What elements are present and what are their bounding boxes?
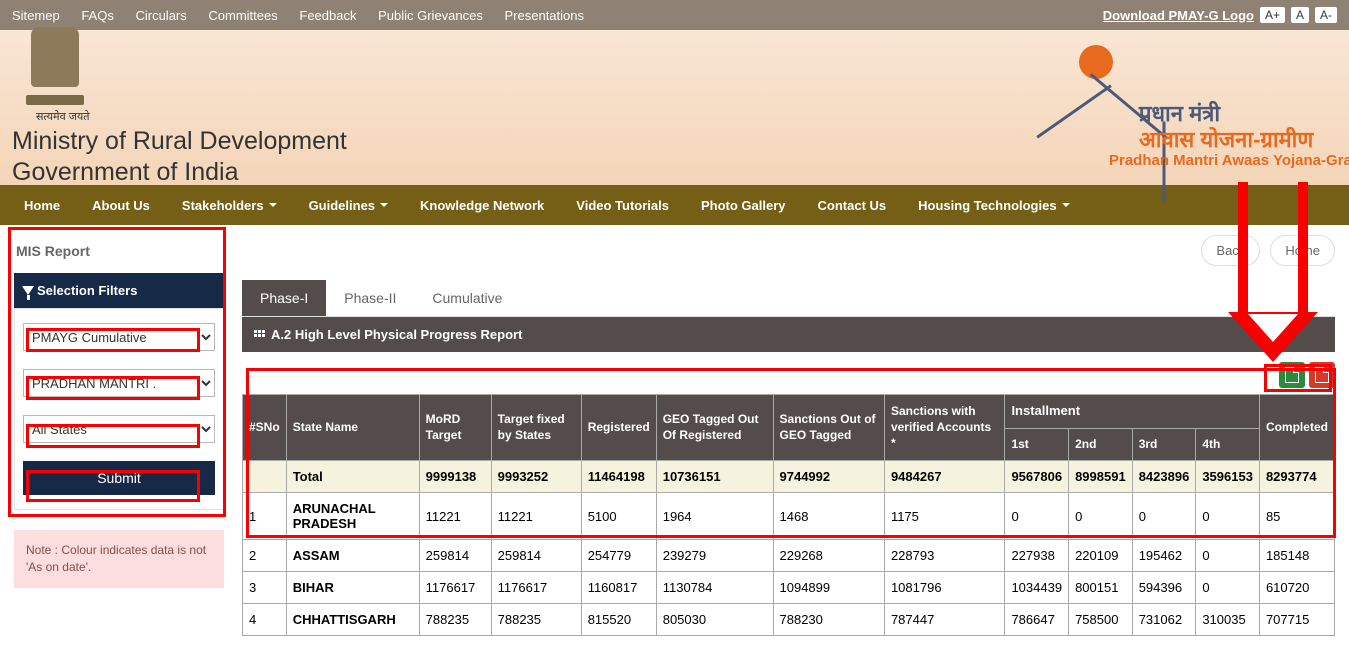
content-area: Back Home Phase-I Phase-II Cumulative A.… (242, 235, 1335, 636)
chevron-down-icon (1062, 203, 1070, 207)
col-header: State Name (286, 395, 419, 461)
nav-item[interactable]: Guidelines (293, 185, 404, 225)
emblem-block: सत्यमेव जयते Ministry of Rural Developme… (12, 27, 347, 189)
tab-phase2[interactable]: Phase-II (326, 280, 414, 316)
topbar-right: Download PMAY-G Logo A+ A A- (1103, 7, 1337, 23)
col-header: Sanctions Out of GEO Tagged (773, 395, 884, 461)
submit-button[interactable]: Submit (23, 461, 215, 495)
back-button[interactable]: Back (1201, 235, 1260, 266)
installment-header: Installment (1005, 395, 1260, 429)
export-pdf-button[interactable] (1309, 362, 1335, 388)
report-header: A.2 High Level Physical Progress Report (242, 317, 1335, 352)
table-icon (254, 330, 265, 339)
font-normal[interactable]: A (1291, 7, 1309, 23)
mis-report-title: MIS Report (14, 235, 224, 273)
col-header: Target fixed by States (491, 395, 581, 461)
color-note: Note : Colour indicates data is not 'As … (14, 530, 224, 588)
col-header: 3rd (1132, 428, 1196, 461)
col-header: MoRD Target (419, 395, 491, 461)
col-header: Completed (1259, 395, 1334, 461)
scheme-select[interactable]: PMAYG Cumulative (23, 323, 215, 351)
top-link[interactable]: Public Grievances (378, 8, 483, 23)
excel-icon (1285, 367, 1299, 383)
col-header: Sanctions with verified Accounts * (884, 395, 1005, 461)
top-link[interactable]: FAQs (81, 8, 114, 23)
nav-item[interactable]: Photo Gallery (685, 185, 802, 225)
table-row: 1ARUNACHAL PRADESH1122111221510019641468… (243, 493, 1335, 540)
top-link[interactable]: Committees (208, 8, 277, 23)
col-header: Registered (581, 395, 656, 461)
logo-english: Pradhan Mantri Awaas Yojana-Gramin (1109, 152, 1349, 169)
progress-table: #SNoState NameMoRD TargetTarget fixed by… (242, 394, 1335, 636)
table-wrapper[interactable]: #SNoState NameMoRD TargetTarget fixed by… (242, 394, 1335, 636)
top-link[interactable]: Sitemep (12, 8, 60, 23)
nav-item[interactable]: Stakeholders (166, 185, 293, 225)
nav-item[interactable]: Contact Us (802, 185, 903, 225)
main-nav: HomeAbout UsStakeholdersGuidelinesKnowle… (0, 185, 1349, 225)
national-emblem-icon (26, 27, 86, 105)
filters-body: PMAYG Cumulative PRADHAN MANTRI . All St… (14, 308, 224, 510)
chevron-down-icon (269, 203, 277, 207)
nav-item[interactable]: Housing Technologies (902, 185, 1085, 225)
filter-icon (22, 286, 34, 295)
tab-cumulative[interactable]: Cumulative (414, 280, 520, 316)
export-excel-button[interactable] (1279, 362, 1305, 388)
program-select[interactable]: PRADHAN MANTRI . (23, 369, 215, 397)
scheme-logo: प्रधान मंत्री आवास योजना-ग्रामीण Pradhan… (1009, 40, 1329, 180)
top-link[interactable]: Circulars (135, 8, 186, 23)
banner: सत्यमेव जयते Ministry of Rural Developme… (0, 30, 1349, 185)
font-increase[interactable]: A+ (1260, 7, 1285, 23)
emblem-motto: सत्यमेव जयते (36, 109, 90, 124)
top-link[interactable]: Feedback (299, 8, 356, 23)
sidebar: MIS Report Selection Filters PMAYG Cumul… (14, 235, 224, 636)
home-button[interactable]: Home (1270, 235, 1335, 266)
col-header: GEO Tagged Out Of Registered (656, 395, 773, 461)
topbar-links: Sitemep FAQs Circulars Committees Feedba… (12, 8, 602, 23)
phase-tabs: Phase-I Phase-II Cumulative (242, 280, 1335, 317)
col-header: 4th (1196, 428, 1260, 461)
topbar: Sitemep FAQs Circulars Committees Feedba… (0, 0, 1349, 30)
table-row: 3BIHAR1176617117661711608171130784109489… (243, 572, 1335, 604)
pdf-icon (1315, 367, 1329, 383)
total-row: Total99991389993252114641981073615197449… (243, 461, 1335, 493)
tab-phase1[interactable]: Phase-I (242, 280, 326, 316)
table-row: 2ASSAM2598142598142547792392792292682287… (243, 540, 1335, 572)
sun-icon (1079, 45, 1113, 79)
nav-item[interactable]: Home (8, 185, 76, 225)
col-header: 1st (1005, 428, 1069, 461)
state-select[interactable]: All States (23, 415, 215, 443)
nav-item[interactable]: Knowledge Network (404, 185, 560, 225)
logo-hindi-line2: आवास योजना-ग्रामीण (1139, 124, 1313, 154)
table-row: 4CHHATTISGARH788235788235815520805030788… (243, 604, 1335, 636)
download-logo-link[interactable]: Download PMAY-G Logo (1103, 8, 1254, 23)
house-line-icon (1036, 84, 1111, 138)
ministry-title: Ministry of Rural Development Government… (12, 126, 347, 189)
chevron-down-icon (380, 203, 388, 207)
col-header: #SNo (243, 395, 287, 461)
font-decrease[interactable]: A- (1315, 7, 1337, 23)
nav-item[interactable]: About Us (76, 185, 166, 225)
nav-item[interactable]: Video Tutorials (560, 185, 685, 225)
col-header: 2nd (1069, 428, 1133, 461)
filters-header: Selection Filters (14, 273, 224, 308)
top-link[interactable]: Presentations (505, 8, 585, 23)
